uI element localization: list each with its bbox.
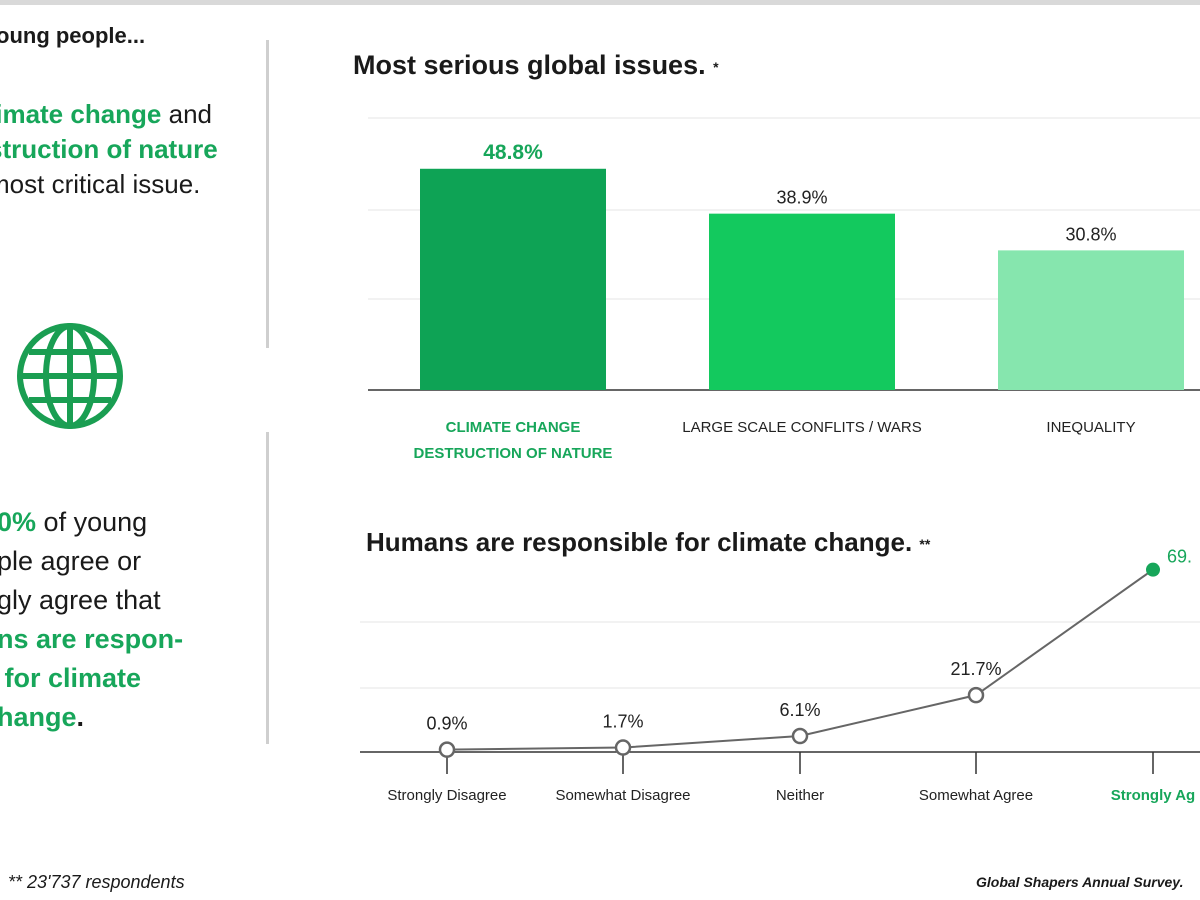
line-value-label-4: 69.	[1167, 547, 1192, 567]
line-value-label-3: 21.7%	[950, 659, 1001, 679]
vertical-divider-top	[266, 40, 269, 348]
bar-0	[420, 168, 606, 390]
bar-value-label-0: 48.8%	[483, 141, 543, 164]
line-point-4	[1146, 562, 1160, 577]
line-value-label-2: 6.1%	[779, 700, 820, 720]
line-category-label-3: Somewhat Agree	[919, 787, 1033, 804]
line-value-label-1: 1.7%	[602, 712, 643, 732]
bar-chart-title: Most serious global issues. *	[353, 50, 719, 80]
line-category-label-1: Somewhat Disagree	[555, 787, 690, 804]
text-most-critical-issue: most critical issue.	[0, 169, 201, 199]
line-category-label-0: Strongly Disagree	[387, 787, 506, 804]
line-point-0	[438, 741, 456, 758]
bar-1	[709, 213, 895, 390]
line-category-label-2: Neither	[776, 787, 824, 804]
line-category-label-4: Strongly Ag	[1111, 787, 1195, 804]
vertical-divider-bottom	[266, 432, 269, 744]
bar-category-label-1-0: LARGE SCALE CONFLITS / WARS	[682, 419, 922, 436]
respondents-footnote: ** 23'737 respondents	[8, 872, 185, 892]
bar-value-label-1: 38.9%	[776, 188, 827, 208]
bar-chart-title-mark: *	[713, 58, 719, 75]
bar-category-label-0-0: CLIMATE CHANGE	[446, 419, 581, 436]
line-value-label-0: 0.9%	[426, 714, 467, 734]
text-and: and	[161, 99, 213, 129]
line-point-2	[791, 727, 809, 745]
line-chart-title: Humans are responsible for climate chang…	[366, 527, 931, 557]
highlight-humans-responsible: ans are respon-	[0, 624, 184, 654]
highlight-climate-change: limate change	[0, 99, 162, 129]
bar-value-label-2: 30.8%	[1065, 224, 1116, 244]
source-credit: Global Shapers Annual Survey.	[976, 874, 1184, 890]
line-series-path	[446, 568, 1154, 751]
top-border	[0, 0, 1200, 5]
line-point-3	[967, 686, 985, 704]
bar-category-label-0-1: DESTRUCTION OF NATURE	[414, 445, 613, 462]
line-chart-title-mark: **	[919, 536, 931, 553]
globe-icon	[17, 323, 123, 429]
finding-climate-text: limate change and struction of nature mo…	[0, 97, 218, 202]
highlight-90-percent: 90%	[0, 507, 37, 537]
bar-2	[998, 250, 1184, 390]
finding-humans-text: 90% of young ople agree or ngly agree th…	[0, 503, 183, 737]
bar-category-label-2-0: INEQUALITY	[1046, 419, 1135, 436]
highlight-destruction-of-nature: struction of nature	[0, 134, 218, 164]
intro-text: oung people...	[0, 23, 146, 48]
line-point-1	[614, 739, 632, 756]
